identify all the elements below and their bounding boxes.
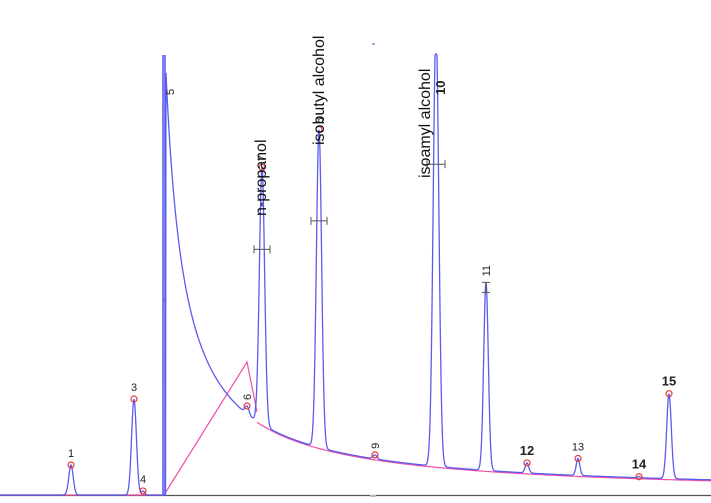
- peak-label-6: 6: [242, 394, 254, 400]
- peak-marker-15: [665, 390, 673, 398]
- peak-label-3: 3: [131, 382, 137, 394]
- peak-label-1: 1: [68, 448, 74, 460]
- compound-label-isoamyl-alcohol: isoamyl alcohol: [417, 69, 434, 178]
- peak-label-8: 8: [314, 117, 326, 123]
- compound-label-isobutyl-alcohol: isobutyl alcohol: [311, 36, 328, 145]
- peak-label-13: 13: [572, 441, 584, 453]
- peak-marker-4: [139, 487, 147, 495]
- peak-marker-6: [243, 402, 251, 410]
- compound-label-n-propanol: n-propanol: [253, 140, 270, 217]
- peak-label-9: 9: [370, 443, 382, 449]
- peak-label-14: 14: [632, 457, 647, 472]
- peak-label-5: 5: [165, 89, 177, 95]
- baseline-tail-segment: [256, 421, 711, 482]
- peak-marker-14: [635, 473, 643, 481]
- peak-marker-7: [258, 163, 266, 172]
- solvent-peak-5: [162, 55, 166, 495]
- peak-label-10: 10: [433, 81, 448, 95]
- peak-apex-markers: [67, 125, 673, 495]
- integration-baseline: [0, 360, 711, 496]
- peak-marker-3: [130, 395, 138, 403]
- peak-label-11: 11: [481, 265, 493, 276]
- peak-marker-13: [574, 454, 582, 463]
- peak-label-15: 15: [662, 374, 676, 389]
- peak-marker-8: [315, 125, 323, 134]
- peak-label-7: 7: [257, 155, 269, 161]
- chromatogram-trace: [0, 53, 711, 496]
- peak-marker-12: [523, 459, 531, 467]
- peak-width-markers: [253, 160, 490, 293]
- peak-label-12: 12: [520, 443, 534, 458]
- peak-marker-1: [67, 461, 75, 469]
- peak-label-4: 4: [140, 474, 146, 486]
- peak-marker-9: [371, 451, 379, 459]
